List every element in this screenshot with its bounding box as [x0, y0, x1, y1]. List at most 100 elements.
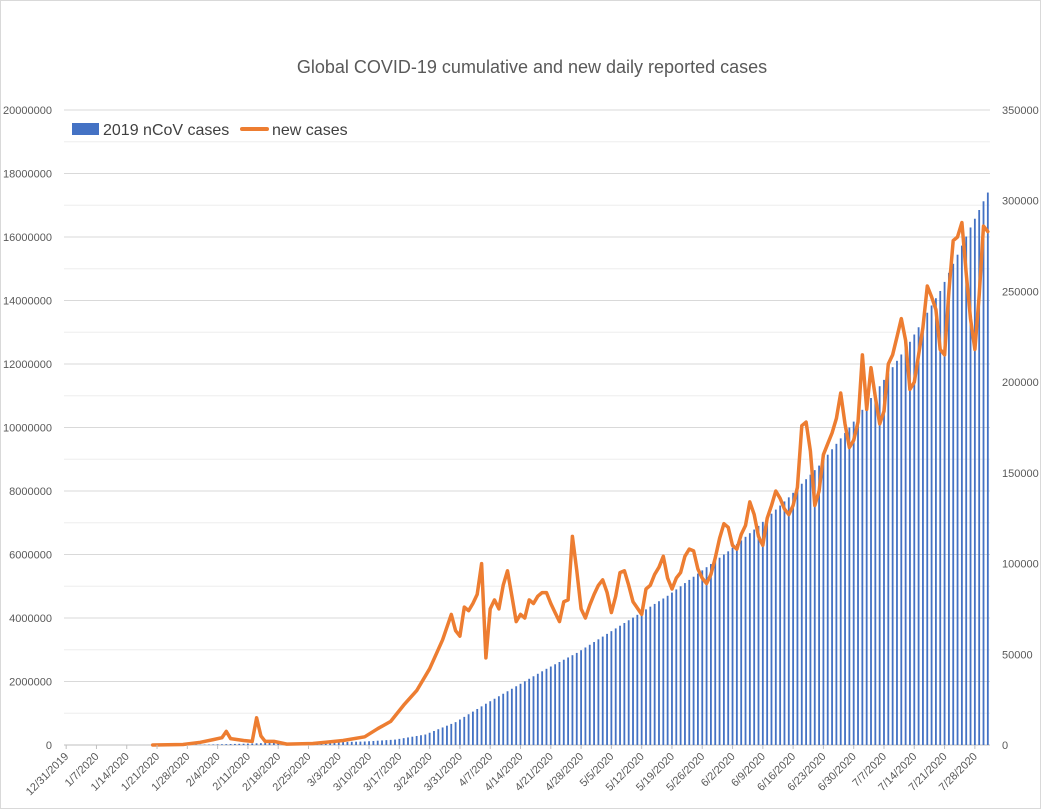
- bar: [619, 625, 621, 745]
- bar: [450, 723, 453, 745]
- bar: [952, 263, 955, 745]
- bar: [692, 576, 695, 745]
- bar: [744, 536, 747, 745]
- bar: [268, 742, 271, 745]
- bar: [671, 592, 673, 745]
- bar: [632, 617, 634, 745]
- left-y-tick-label: 0: [46, 740, 52, 752]
- bar: [666, 595, 669, 745]
- bar: [930, 305, 933, 745]
- bar: [402, 738, 405, 745]
- bar: [597, 639, 600, 745]
- bar: [601, 636, 604, 745]
- bar: [679, 586, 682, 745]
- bar: [398, 738, 401, 745]
- bar: [909, 341, 911, 745]
- bar: [459, 719, 461, 745]
- bar: [411, 736, 414, 745]
- bar: [446, 725, 448, 745]
- bar: [887, 373, 890, 745]
- bar: [614, 628, 617, 745]
- legend: 2019 nCoV cases new cases: [72, 122, 348, 139]
- bar: [675, 589, 678, 745]
- bar: [978, 210, 981, 745]
- legend-label-line: new cases: [272, 122, 348, 139]
- bar: [489, 701, 492, 745]
- bar: [389, 739, 392, 745]
- bar: [649, 606, 652, 745]
- bar: [606, 633, 608, 745]
- bar: [558, 661, 561, 745]
- right-y-tick-label: 0: [1002, 740, 1008, 752]
- bar: [221, 744, 223, 745]
- bar: [593, 642, 595, 745]
- bar: [584, 647, 587, 745]
- bar: [368, 741, 370, 745]
- bar: [259, 743, 262, 745]
- bar: [549, 666, 552, 745]
- bar: [571, 655, 574, 745]
- bar: [883, 379, 885, 745]
- bar: [939, 290, 942, 745]
- bar: [943, 281, 946, 745]
- bar: [428, 732, 431, 745]
- bar: [645, 609, 647, 745]
- bar: [229, 744, 232, 745]
- bar: [580, 650, 582, 745]
- bar: [454, 722, 457, 745]
- bar: [502, 693, 505, 745]
- bar: [922, 320, 924, 745]
- bar: [234, 743, 236, 745]
- bar: [433, 730, 435, 745]
- bar: [844, 432, 846, 745]
- bar: [467, 714, 470, 745]
- bar: [588, 644, 591, 745]
- bar: [982, 201, 985, 745]
- bar: [407, 737, 409, 745]
- bar: [826, 454, 829, 745]
- left-y-tick-label: 16000000: [3, 232, 52, 244]
- bar: [839, 438, 842, 745]
- bar: [658, 601, 660, 745]
- left-y-tick-label: 12000000: [3, 359, 52, 371]
- bar: [718, 557, 721, 745]
- bar: [562, 659, 565, 745]
- right-y-tick-label: 100000: [1002, 559, 1039, 571]
- bar: [640, 612, 643, 745]
- bar: [342, 741, 345, 745]
- bar: [554, 664, 557, 745]
- bar: [484, 703, 487, 745]
- bar: [225, 744, 228, 745]
- bar: [960, 245, 963, 745]
- bar: [986, 192, 989, 746]
- legend-swatch-bar: [72, 123, 99, 135]
- bar: [727, 551, 730, 745]
- bar: [346, 741, 349, 745]
- left-y-tick-label: 20000000: [3, 105, 52, 117]
- bar: [900, 354, 903, 745]
- bar: [813, 470, 816, 745]
- bar: [722, 554, 725, 745]
- bar: [787, 497, 790, 745]
- bar: [800, 483, 803, 745]
- left-y-tick-label: 8000000: [9, 486, 52, 498]
- bar: [973, 218, 976, 745]
- bar: [761, 521, 764, 745]
- bar: [420, 735, 422, 745]
- bar: [917, 327, 920, 745]
- bar: [947, 272, 950, 745]
- bar: [757, 525, 760, 745]
- bar: [684, 583, 686, 745]
- line-series-new-cases: [150, 220, 990, 747]
- left-y-tick-label: 6000000: [9, 550, 52, 562]
- bar: [796, 488, 799, 745]
- right-y-axis: 0 50000 100000 150000 200000 250000 300000 3500…: [1002, 105, 1039, 752]
- bar: [437, 729, 440, 745]
- bar: [212, 744, 215, 745]
- bar: [956, 254, 959, 746]
- bar: [926, 312, 929, 745]
- bar: [363, 741, 366, 745]
- bar: [874, 392, 877, 745]
- bar: [463, 716, 466, 745]
